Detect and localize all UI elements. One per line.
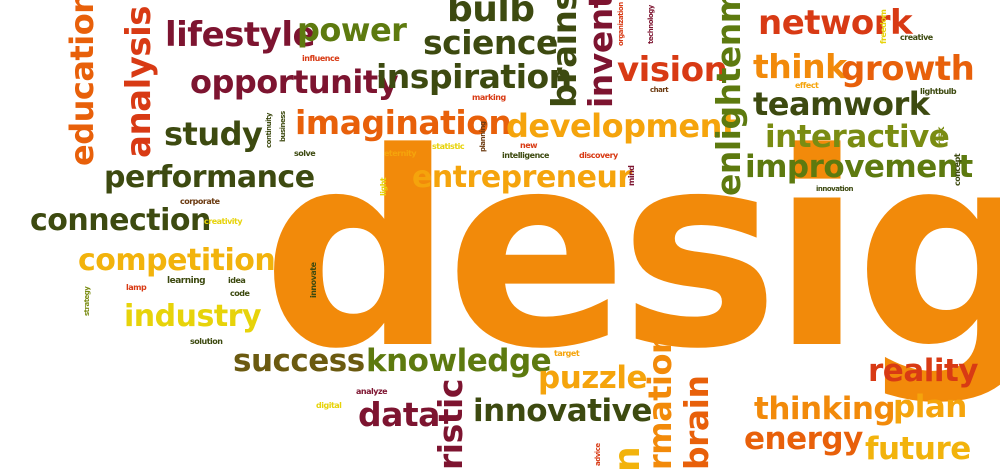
- word-target: target: [554, 349, 580, 358]
- word-information: rmation: [641, 331, 679, 470]
- word-advice: advice: [594, 443, 602, 466]
- word-opportunity: opportunity: [190, 63, 399, 101]
- word-digital: digital: [316, 401, 342, 410]
- word-n-frag: n: [607, 446, 648, 470]
- word-enlightenment: enlightenment: [709, 0, 748, 196]
- word-brain: brain: [677, 375, 716, 470]
- word-marking: marking: [472, 93, 506, 102]
- word-business: business: [279, 111, 287, 142]
- word-network: network: [758, 3, 913, 43]
- word-creative: creative: [900, 33, 933, 42]
- word-learning: learning: [167, 276, 206, 286]
- word-invention: invention: [581, 0, 620, 108]
- word-teamwork: teamwork: [753, 85, 930, 123]
- word-connection: connection: [30, 203, 211, 238]
- word-discovery: discovery: [579, 151, 618, 160]
- word-interactive: interactive: [765, 119, 950, 155]
- word-industry: industry: [124, 299, 262, 334]
- word-data: data: [358, 395, 440, 434]
- word-creativity: creativity: [204, 217, 243, 226]
- word-innovate: innovate: [309, 262, 318, 299]
- word-eternity: eternity: [384, 149, 417, 158]
- word-study: study: [164, 115, 263, 153]
- word-knowledge: knowledge: [366, 343, 552, 379]
- word-lamp: lamp: [126, 283, 147, 292]
- word-chart: chart: [650, 86, 669, 94]
- word-solve: solve: [294, 149, 316, 158]
- word-bulb: bulb: [447, 0, 535, 30]
- word-puzzle: puzzle: [538, 360, 648, 396]
- word-power: power: [297, 11, 407, 49]
- word-energy: energy: [744, 421, 863, 457]
- word-success: success: [233, 343, 365, 379]
- word-idea: idea: [228, 276, 246, 285]
- word-brains: brains: [545, 0, 585, 108]
- word-analysis: analysis: [119, 5, 159, 158]
- word-lightbulb: lightbulb: [920, 87, 957, 96]
- word-imagination: imagination: [295, 103, 512, 142]
- word-development: development: [506, 107, 737, 145]
- word-heuristic: ristic: [431, 379, 470, 470]
- word-analyze: analyze: [356, 387, 388, 396]
- word-education: education: [63, 0, 101, 166]
- word-corporate: corporate: [180, 197, 220, 206]
- word-continuity: continuity: [265, 113, 273, 148]
- word-inspiration: inspiration: [376, 57, 572, 96]
- word-design: design: [262, 96, 1000, 408]
- word-intelligence: intelligence: [502, 151, 549, 160]
- word-solution: solution: [190, 337, 223, 346]
- word-thinking: thinking: [754, 391, 896, 427]
- word-lifestyle: lifestyle: [165, 15, 316, 55]
- word-light: light: [379, 177, 388, 196]
- word-code: code: [230, 289, 250, 298]
- word-vision: vision: [617, 50, 728, 90]
- word-innovative: innovative: [473, 393, 652, 429]
- word-plan: plan: [893, 389, 967, 425]
- word-competition: competition: [78, 243, 276, 278]
- word-technology: technology: [647, 5, 655, 44]
- word-statistic: statistic: [432, 142, 465, 151]
- word-planning: planning: [479, 121, 487, 153]
- word-reality: reality: [868, 353, 979, 389]
- word-mind: mind: [627, 165, 636, 187]
- word-performance: performance: [104, 160, 315, 195]
- word-innovation: innovation: [816, 185, 854, 193]
- word-entrepreneur: entrepreneur: [412, 160, 632, 195]
- word-risk: risk: [936, 127, 947, 146]
- word-influence: influence: [302, 54, 340, 63]
- word-growth: growth: [841, 49, 975, 89]
- word-improvement: improvement: [745, 149, 973, 185]
- word-think: think: [753, 47, 847, 86]
- word-freedom: freedom: [879, 9, 888, 44]
- word-concept: concept: [953, 153, 962, 186]
- word-new: new: [520, 141, 538, 150]
- word-organization: organization: [617, 2, 625, 46]
- word-future: future: [865, 431, 971, 467]
- word-science: science: [423, 23, 558, 62]
- word-effect: effect: [795, 81, 819, 90]
- word-strategy: strategy: [83, 286, 91, 316]
